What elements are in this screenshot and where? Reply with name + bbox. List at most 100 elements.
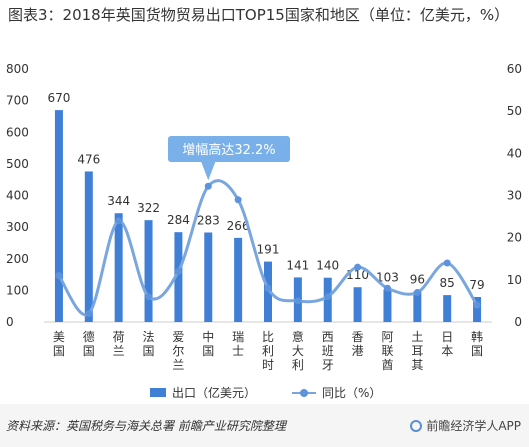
legend-line-item: 同比（%） (292, 384, 381, 401)
y-left-tick-label: 100 (6, 283, 29, 297)
bar (144, 220, 153, 322)
bar (54, 110, 63, 322)
category-label: 日 (441, 330, 453, 344)
bar-value-label: 284 (167, 213, 190, 227)
bar-value-label: 79 (469, 278, 484, 292)
bar-value-label: 103 (376, 270, 399, 284)
y-right-tick-label: 60 (507, 62, 522, 76)
bar-value-label: 266 (227, 219, 250, 233)
legend-line-label: 同比（%） (322, 386, 382, 400)
bar-value-label: 344 (107, 194, 130, 208)
category-label: 阿 (381, 330, 393, 344)
bar (413, 291, 422, 322)
growth-point (294, 297, 302, 305)
category-label: 港 (352, 344, 364, 358)
category-label: 国 (83, 344, 95, 358)
y-right-tick-label: 0 (514, 315, 522, 329)
category-label: 土 (411, 330, 423, 344)
growth-point (145, 293, 153, 301)
growth-point (354, 263, 362, 271)
category-label: 利 (262, 344, 274, 358)
legend-bar-item: 出口（亿美元） (150, 384, 256, 401)
y-left-tick-label: 700 (6, 94, 29, 108)
category-label: 大 (292, 344, 304, 358)
category-label: 爱 (172, 330, 184, 344)
category-label: 兰 (113, 344, 125, 358)
bar-value-label: 670 (47, 91, 70, 105)
category-label: 荷 (113, 330, 125, 344)
category-label: 法 (143, 330, 155, 344)
chart-title: 图表3：2018年英国货物贸易出口TOP15国家和地区（单位：亿美元，%） (8, 6, 510, 24)
category-label: 国 (143, 344, 155, 358)
brand: 前瞻经济学人APP (410, 417, 521, 434)
category-label: 兰 (172, 358, 184, 372)
category-label: 比 (262, 330, 274, 344)
bar-value-label: 322 (137, 201, 160, 215)
growth-point (234, 196, 242, 204)
growth-point (413, 288, 421, 296)
legend: 出口（亿美元） 同比（%） (0, 384, 529, 402)
category-label: 国 (202, 344, 214, 358)
category-label: 利 (292, 358, 304, 372)
category-label: 酋 (381, 357, 393, 372)
annotation-box (168, 136, 290, 162)
category-label: 中 (202, 329, 214, 344)
y-left-tick-label: 800 (6, 62, 29, 76)
category-label: 尔 (172, 343, 184, 358)
category-label: 香 (352, 330, 364, 344)
category-label: 国 (471, 344, 483, 358)
bar (84, 171, 93, 322)
y-right-tick-label: 20 (507, 231, 522, 245)
category-label: 美 (53, 330, 65, 344)
annotation-text: 增幅高达32.2% (182, 142, 275, 158)
bar (383, 289, 392, 322)
y-left-tick-label: 500 (6, 157, 29, 171)
growth-point (264, 284, 272, 292)
category-label: 其 (411, 358, 423, 372)
y-left-tick-label: 0 (6, 315, 14, 329)
bar (174, 232, 183, 322)
category-label: 西 (322, 330, 334, 344)
bar (204, 232, 213, 322)
category-label: 耳 (411, 344, 423, 358)
bar (473, 297, 482, 322)
brand-name: 前瞻经济学人APP (426, 419, 521, 433)
bar-value-label: 476 (77, 152, 100, 166)
y-left-tick-label: 600 (6, 125, 29, 139)
footer: 资料来源：英国税务与海关总署 前瞻产业研究院整理 前瞻经济学人APP (0, 404, 529, 447)
y-left-tick-label: 300 (6, 220, 29, 234)
category-label: 瑞 (232, 330, 244, 344)
y-left-tick-label: 200 (6, 252, 29, 266)
bar (353, 287, 362, 322)
bar (234, 237, 243, 322)
legend-bar-swatch (150, 388, 166, 397)
y-right-tick-label: 50 (507, 104, 522, 118)
bar-value-label: 85 (440, 276, 455, 290)
category-label: 意 (292, 329, 304, 344)
category-label: 本 (441, 344, 453, 358)
category-label: 国 (53, 344, 65, 358)
y-right-tick-label: 30 (507, 189, 522, 203)
bar-value-label: 140 (316, 259, 339, 273)
legend-bar-label: 出口（亿美元） (172, 386, 257, 400)
growth-point (473, 301, 481, 309)
brand-logo-icon (410, 419, 423, 432)
bar (443, 295, 452, 322)
bar (114, 213, 123, 322)
category-label: 时 (262, 358, 274, 372)
bar-value-label: 141 (286, 258, 309, 272)
y-left-tick-label: 400 (6, 189, 29, 203)
legend-line-swatch (292, 388, 316, 397)
category-label: 士 (232, 344, 244, 358)
annotation-pointer (201, 162, 216, 181)
growth-point (383, 284, 391, 292)
category-label: 联 (381, 344, 393, 358)
bar-value-label: 283 (197, 214, 220, 228)
growth-point (55, 272, 63, 280)
category-label: 韩 (471, 329, 483, 344)
chart-area: 0 100 200 300 400 500 600 700 800 0 10 20 30 40 50 60 67… (6, 62, 522, 372)
y-right-tick-label: 10 (507, 273, 522, 287)
growth-point (443, 259, 451, 267)
bar-value-label: 96 (410, 273, 425, 287)
growth-point (85, 310, 93, 318)
